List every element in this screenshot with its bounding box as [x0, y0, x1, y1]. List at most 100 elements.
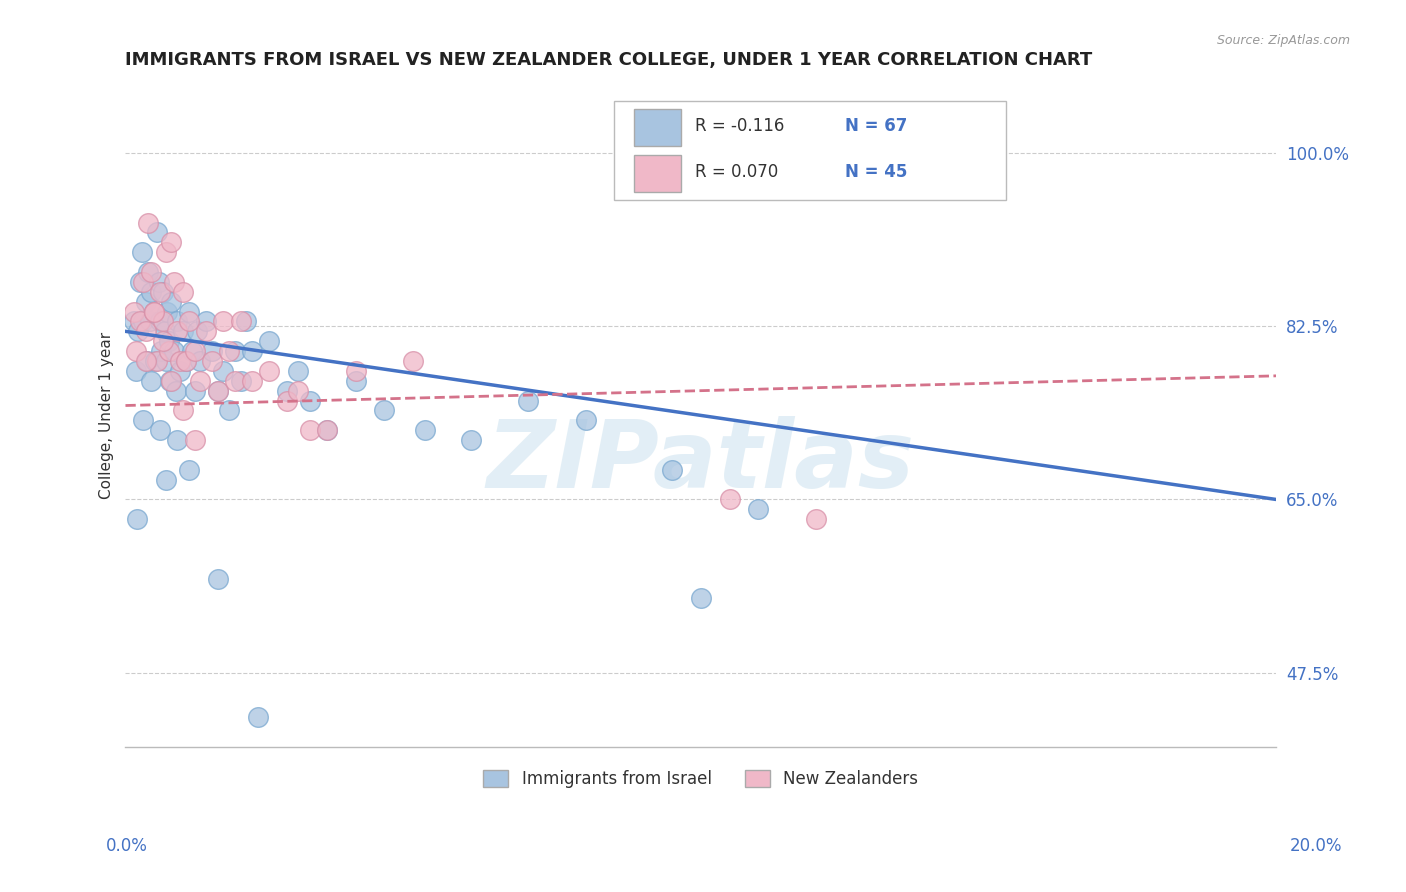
- Point: [135, 354, 157, 368]
- Point: [166, 324, 188, 338]
- Point: [201, 354, 224, 368]
- Point: [146, 226, 169, 240]
- Point: [149, 423, 172, 437]
- Point: [146, 354, 169, 368]
- Point: [145, 354, 167, 368]
- Text: R = 0.070: R = 0.070: [695, 163, 779, 181]
- Point: [276, 384, 298, 398]
- Point: [224, 344, 246, 359]
- Text: N = 45: N = 45: [845, 163, 907, 181]
- Point: [180, 344, 202, 359]
- Point: [138, 265, 160, 279]
- Point: [160, 374, 183, 388]
- Point: [218, 344, 240, 359]
- Point: [141, 265, 163, 279]
- Point: [174, 354, 197, 368]
- Point: [141, 285, 163, 299]
- Point: [287, 384, 309, 398]
- Point: [229, 314, 252, 328]
- Point: [259, 364, 281, 378]
- Point: [224, 374, 246, 388]
- Point: [152, 285, 174, 299]
- Point: [166, 433, 188, 447]
- Point: [212, 314, 235, 328]
- Point: [718, 492, 741, 507]
- Point: [160, 294, 183, 309]
- Point: [195, 314, 218, 328]
- Point: [460, 433, 482, 447]
- Point: [138, 314, 160, 328]
- Point: [138, 216, 160, 230]
- Point: [157, 344, 180, 359]
- Point: [149, 314, 172, 328]
- Point: [186, 324, 208, 338]
- Point: [177, 463, 200, 477]
- Point: [235, 314, 257, 328]
- Point: [149, 285, 172, 299]
- Point: [131, 245, 153, 260]
- Y-axis label: College, Under 1 year: College, Under 1 year: [100, 332, 114, 499]
- Point: [172, 285, 194, 299]
- Point: [169, 364, 191, 378]
- Text: IMMIGRANTS FROM ISRAEL VS NEW ZEALANDER COLLEGE, UNDER 1 YEAR CORRELATION CHART: IMMIGRANTS FROM ISRAEL VS NEW ZEALANDER …: [125, 51, 1092, 69]
- Point: [132, 413, 155, 427]
- Point: [163, 275, 186, 289]
- Point: [315, 423, 337, 437]
- Point: [195, 324, 218, 338]
- Point: [160, 235, 183, 250]
- Point: [207, 384, 229, 398]
- Point: [155, 473, 177, 487]
- Point: [152, 334, 174, 349]
- Point: [174, 354, 197, 368]
- Point: [148, 275, 170, 289]
- Point: [125, 364, 148, 378]
- Point: [373, 403, 395, 417]
- Point: [207, 572, 229, 586]
- Point: [201, 344, 224, 359]
- Point: [413, 423, 436, 437]
- Point: [661, 463, 683, 477]
- Point: [207, 384, 229, 398]
- Point: [132, 314, 155, 328]
- Point: [136, 354, 159, 368]
- Point: [177, 314, 200, 328]
- Point: [344, 364, 367, 378]
- Point: [575, 413, 598, 427]
- Point: [122, 314, 145, 328]
- Point: [240, 374, 263, 388]
- Point: [122, 304, 145, 318]
- Point: [183, 384, 205, 398]
- Point: [157, 334, 180, 349]
- FancyBboxPatch shape: [634, 109, 682, 145]
- Point: [163, 344, 186, 359]
- Point: [128, 314, 150, 328]
- Point: [188, 354, 211, 368]
- Text: ZIPatlas: ZIPatlas: [486, 416, 915, 508]
- Point: [229, 374, 252, 388]
- Text: 20.0%: 20.0%: [1291, 837, 1343, 855]
- Text: N = 67: N = 67: [845, 117, 907, 135]
- Point: [169, 354, 191, 368]
- Legend: Immigrants from Israel, New Zealanders: Immigrants from Israel, New Zealanders: [477, 764, 925, 795]
- Point: [172, 403, 194, 417]
- Point: [240, 344, 263, 359]
- Point: [188, 374, 211, 388]
- Point: [259, 334, 281, 349]
- Point: [172, 324, 194, 338]
- Point: [143, 304, 166, 318]
- Point: [344, 374, 367, 388]
- Point: [135, 294, 157, 309]
- Point: [287, 364, 309, 378]
- Point: [128, 275, 150, 289]
- Point: [165, 384, 187, 398]
- Point: [143, 304, 166, 318]
- Text: 0.0%: 0.0%: [105, 837, 148, 855]
- Point: [177, 304, 200, 318]
- Point: [218, 403, 240, 417]
- FancyBboxPatch shape: [634, 155, 682, 192]
- FancyBboxPatch shape: [614, 101, 1005, 200]
- Point: [127, 324, 149, 338]
- Point: [141, 374, 163, 388]
- Point: [125, 512, 148, 526]
- Point: [315, 423, 337, 437]
